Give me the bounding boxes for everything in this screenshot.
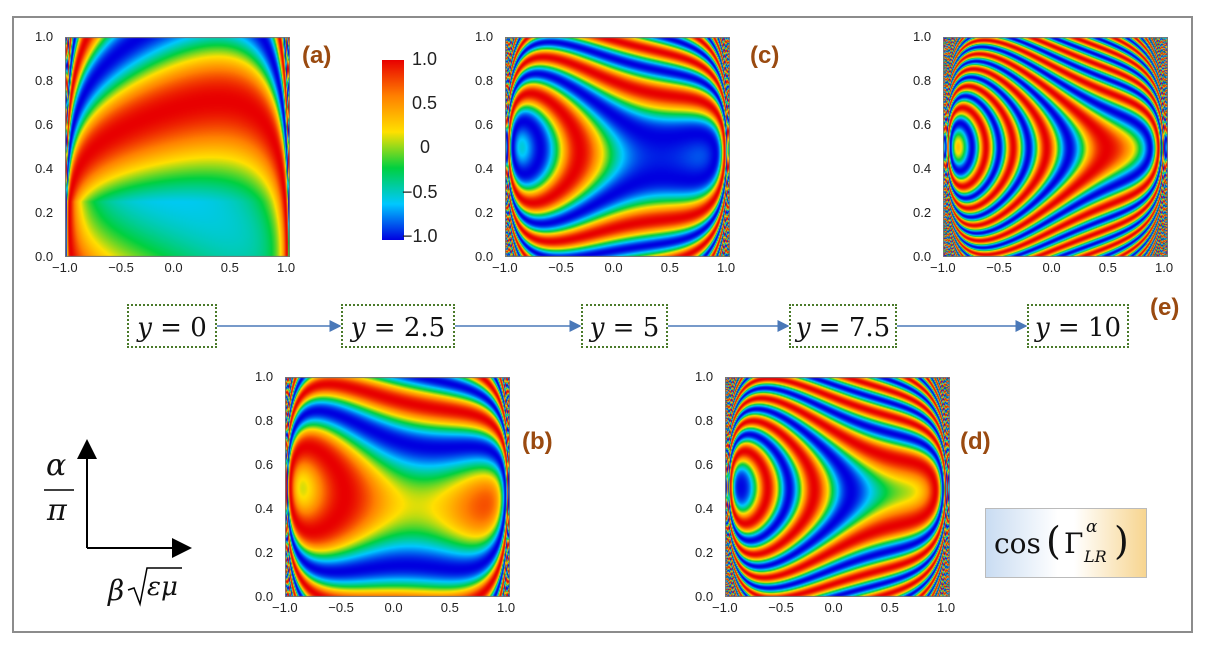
y-tick-label: 0.6 [35, 117, 54, 132]
subscript-lr: LR [1084, 547, 1107, 566]
panel-label-e: (e) [1150, 294, 1180, 321]
x-tick-label: −1.0 [712, 600, 738, 615]
figure-frame [12, 16, 1193, 633]
x-tick-label: 0.0 [1042, 260, 1061, 275]
panel-label-a: (a) [302, 42, 332, 69]
x-tick-label: 1.0 [937, 600, 956, 615]
y-tick-label: 0.0 [475, 249, 494, 264]
y-value: 5 [642, 313, 660, 343]
y-value-box: y = 10 [1027, 304, 1129, 348]
x-tick-label: −0.5 [548, 260, 574, 275]
y-tick-label: 0.6 [255, 457, 274, 472]
y-tick-label: 0.6 [913, 117, 932, 132]
y-tick-label: 1.0 [913, 29, 932, 44]
x-tick-label: 1.0 [717, 260, 736, 275]
y-tick-label: 0.2 [475, 205, 494, 220]
y-tick-label: 0.8 [695, 413, 714, 428]
x-tick-label: −1.0 [272, 600, 298, 615]
cos-function: cos [994, 527, 1041, 560]
x-tick-label: 0.5 [440, 600, 459, 615]
y-tick-label: 0.8 [255, 413, 274, 428]
y-tick-label: 0.6 [695, 457, 714, 472]
y-tick-label: 0.4 [475, 161, 494, 176]
panel-label-d: (d) [960, 428, 991, 455]
formula-box: cos ( Γ α LR ) [985, 508, 1147, 578]
x-tick-label: −0.5 [986, 260, 1012, 275]
x-tick-label: 1.0 [497, 600, 516, 615]
x-tick-label: 0.0 [604, 260, 623, 275]
y-tick-label: 0.2 [913, 205, 932, 220]
x-tick-label: 0.0 [824, 600, 843, 615]
colorbar-tick-label: 1.0 [412, 49, 438, 69]
alpha-symbol: α [46, 448, 67, 483]
y-value: 2.5 [403, 313, 446, 343]
y-tick-label: 0.4 [695, 501, 714, 516]
heatmap-d [725, 377, 950, 597]
y-tick-label: 1.0 [695, 369, 714, 384]
y-value: 0 [190, 313, 207, 343]
colorbar-tick-label: 0 [420, 137, 431, 157]
heatmap-c [505, 37, 730, 257]
gamma-symbol: Γ [1064, 527, 1084, 560]
colorbar-tick-label: −0.5 [402, 182, 438, 202]
sqrt-sign [127, 567, 182, 607]
heatmap-e [943, 37, 1168, 257]
x-tick-label: 0.5 [880, 600, 899, 615]
epsilon-mu-symbol: εμ [147, 572, 178, 602]
y-tick-label: 0.4 [255, 501, 274, 516]
panel-label-b: (b) [522, 428, 553, 455]
y-tick-label: 0.0 [913, 249, 932, 264]
colorbar-tick-label: 0.5 [412, 93, 438, 113]
x-tick-label: 0.0 [164, 260, 183, 275]
y-tick-label: 0.8 [913, 73, 932, 88]
x-tick-label: −0.5 [108, 260, 134, 275]
y-tick-label: 0.0 [35, 249, 54, 264]
y-tick-label: 0.2 [695, 545, 714, 560]
y-value-box: y = 0 [127, 304, 217, 348]
x-tick-label: −1.0 [930, 260, 956, 275]
y-value-box: y = 5 [581, 304, 668, 348]
y-tick-label: 0.4 [35, 161, 54, 176]
right-paren: ) [1114, 519, 1129, 563]
x-tick-label: −0.5 [768, 600, 794, 615]
colorbar-tick-label: −1.0 [402, 226, 438, 246]
beta-symbol: β [108, 574, 125, 607]
x-tick-label: −1.0 [492, 260, 518, 275]
x-tick-label: 1.0 [277, 260, 296, 275]
x-tick-label: 1.0 [1155, 260, 1174, 275]
y-value-box: y = 2.5 [341, 304, 455, 348]
heatmap-a [65, 37, 290, 257]
x-tick-label: 0.0 [384, 600, 403, 615]
y-tick-label: 0.2 [255, 545, 274, 560]
y-value-box: y = 7.5 [789, 304, 897, 348]
x-tick-label: 0.5 [220, 260, 239, 275]
colorbar [382, 60, 404, 240]
pi-symbol: π [47, 493, 67, 528]
x-tick-label: −1.0 [52, 260, 78, 275]
y-tick-label: 0.8 [35, 73, 54, 88]
left-paren: ( [1046, 519, 1061, 563]
x-tick-label: −0.5 [328, 600, 354, 615]
y-value: 7.5 [848, 313, 891, 343]
y-tick-label: 0.0 [255, 589, 274, 604]
superscript-alpha: α [1086, 517, 1098, 537]
x-tick-label: 0.5 [660, 260, 679, 275]
x-tick-label: 0.5 [1098, 260, 1117, 275]
y-tick-label: 1.0 [475, 29, 494, 44]
y-tick-label: 0.0 [695, 589, 714, 604]
y-tick-label: 1.0 [35, 29, 54, 44]
y-tick-label: 0.6 [475, 117, 494, 132]
y-tick-label: 0.2 [35, 205, 54, 220]
y-tick-label: 1.0 [255, 369, 274, 384]
y-tick-label: 0.4 [913, 161, 932, 176]
y-value: 10 [1087, 313, 1122, 343]
heatmap-b [285, 377, 510, 597]
y-tick-label: 0.8 [475, 73, 494, 88]
panel-label-c: (c) [750, 42, 780, 69]
